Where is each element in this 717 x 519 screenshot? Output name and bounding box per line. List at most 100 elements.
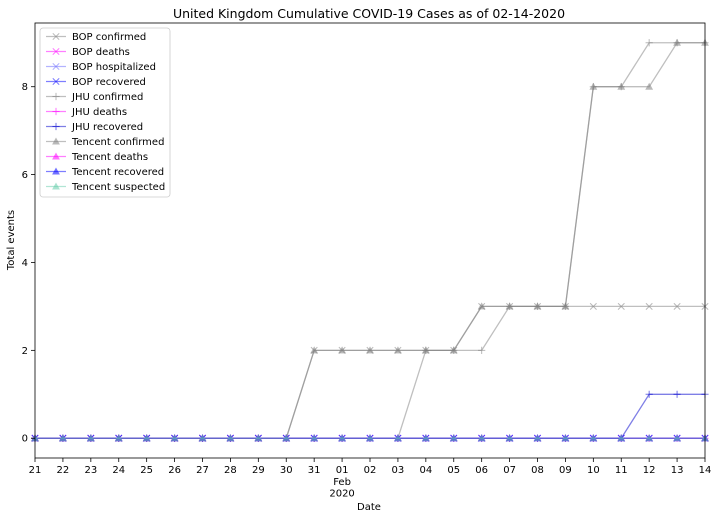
y-tick-label: 8 (22, 82, 28, 93)
legend-marker (52, 62, 60, 71)
x-tick-label: 28 (224, 465, 237, 476)
legend-marker (52, 47, 60, 56)
legend-entry: Tencent deaths (46, 152, 148, 163)
data-point (645, 82, 654, 90)
x-tick-label: 09 (559, 465, 572, 476)
data-point (170, 434, 179, 442)
x-tick-label: 21 (29, 465, 42, 476)
x-tick-label: 23 (84, 465, 97, 476)
x-tick-label: 03 (392, 465, 405, 476)
x-tick-label: 01 (336, 465, 349, 476)
series-jhu-recovered (31, 390, 709, 442)
data-point (366, 434, 374, 442)
legend-entry: BOP confirmed (46, 32, 146, 43)
data-point (617, 302, 625, 310)
x-tick-label: 04 (419, 465, 432, 476)
x-tick-label: 27 (196, 465, 209, 476)
legend-marker (52, 152, 60, 160)
x-tick-label: 31 (308, 465, 321, 476)
chart-title: United Kingdom Cumulative COVID-19 Cases… (173, 6, 565, 21)
series-line (35, 305, 705, 439)
data-point (310, 434, 319, 442)
data-point (673, 434, 681, 442)
data-point (449, 346, 458, 354)
y-axis: 0 2 4 6 8 (22, 82, 35, 445)
x-tick-label: 14 (699, 465, 712, 476)
data-point (366, 346, 374, 354)
legend-marker (52, 182, 60, 190)
x-tick-label: 02 (364, 465, 377, 476)
series-line (35, 393, 705, 439)
legend-entry: JHU deaths (46, 107, 127, 118)
data-point (505, 302, 514, 310)
data-point (589, 82, 598, 90)
data-point (589, 434, 598, 442)
data-point (645, 302, 653, 310)
legend-marker (52, 122, 60, 131)
legend-entry: Tencent confirmed (46, 137, 164, 148)
y-tick-label: 4 (22, 258, 28, 269)
legend-entry: Tencent suspected (46, 182, 165, 193)
x-axis-label: Date (357, 502, 381, 513)
data-point (561, 302, 570, 310)
data-point (617, 434, 626, 442)
data-point (645, 434, 654, 442)
data-point (59, 434, 67, 442)
legend-label: JHU confirmed (71, 92, 143, 103)
data-point (505, 434, 514, 442)
data-point (589, 302, 597, 310)
x-tick-label: 25 (140, 465, 153, 476)
legend-entry: Tencent recovered (46, 167, 164, 178)
data-point (338, 346, 346, 354)
data-point (533, 302, 542, 310)
data-point (254, 434, 263, 442)
x-tick-label: 07 (503, 465, 516, 476)
data-point (142, 434, 151, 442)
x-tick-label: 06 (475, 465, 488, 476)
data-point (198, 434, 207, 442)
legend-label: BOP recovered (72, 77, 146, 88)
x-tick-label: 29 (252, 465, 265, 476)
x-tick-label: 13 (671, 465, 684, 476)
legend-marker (52, 137, 60, 145)
x-tick-label: 12 (643, 465, 656, 476)
data-point (477, 302, 486, 310)
data-point (86, 434, 95, 442)
y-tick-label: 0 (22, 434, 28, 445)
data-point (477, 434, 486, 442)
legend-box (39, 27, 171, 198)
legend-marker (52, 77, 60, 86)
x-tick-label: 11 (615, 465, 628, 476)
x-tick-sublabel: Feb (333, 477, 351, 488)
legend-label: BOP deaths (72, 47, 130, 58)
legend-marker (52, 107, 60, 116)
data-point (114, 434, 123, 442)
data-point (226, 434, 235, 442)
x-tick-label: 30 (280, 465, 293, 476)
legend-entry: BOP recovered (46, 77, 146, 88)
data-point (533, 434, 542, 442)
legend-entry: BOP hospitalized (46, 62, 156, 73)
legend-label: Tencent suspected (71, 182, 165, 193)
legend-label: JHU deaths (71, 107, 127, 118)
legend-entry: JHU confirmed (46, 92, 143, 103)
series-tencent-suspected (31, 434, 709, 442)
data-point (421, 434, 430, 442)
y-axis-label: Total events (6, 210, 17, 271)
x-tick-label: 05 (447, 465, 460, 476)
x-tick-sublabel: 2020 (329, 489, 354, 500)
data-point (338, 434, 346, 442)
data-point (673, 390, 681, 398)
legend-label: Tencent confirmed (71, 137, 164, 148)
series-layer (31, 38, 709, 442)
data-point (645, 39, 653, 47)
data-point (617, 82, 626, 90)
data-point (310, 346, 319, 354)
data-point (478, 346, 486, 354)
data-point (394, 346, 402, 354)
legend-label: Tencent deaths (71, 152, 148, 163)
legend-label: JHU recovered (71, 122, 143, 133)
y-tick-label: 6 (22, 170, 28, 181)
